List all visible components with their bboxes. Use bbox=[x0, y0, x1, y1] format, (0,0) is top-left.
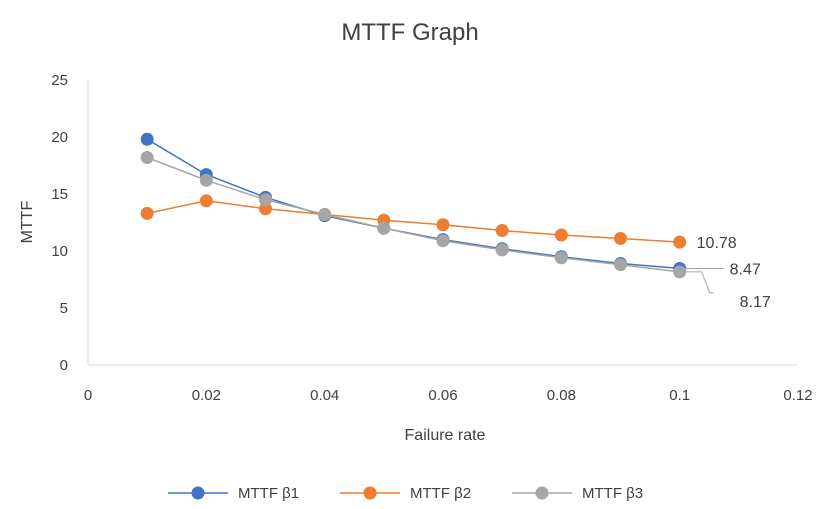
legend-item: MTTF β2 bbox=[340, 485, 471, 502]
data-label: 8.47 bbox=[730, 261, 761, 278]
y-tick-label: 15 bbox=[51, 186, 68, 203]
data-label-leader bbox=[679, 271, 714, 294]
data-point bbox=[318, 208, 332, 222]
legend-item: MTTF β3 bbox=[512, 485, 643, 502]
x-tick-label: 0.06 bbox=[428, 387, 457, 404]
series-3 bbox=[140, 151, 687, 279]
series-line bbox=[147, 200, 680, 243]
legend-label: MTTF β1 bbox=[238, 485, 299, 502]
legend-marker bbox=[535, 486, 549, 500]
series-1 bbox=[140, 132, 687, 275]
y-tick-label: 25 bbox=[51, 72, 68, 89]
data-point bbox=[495, 223, 509, 237]
plot-area: 10.78 8.47 8.17 bbox=[140, 132, 771, 311]
data-point bbox=[673, 235, 687, 249]
legend-label: MTTF β2 bbox=[410, 485, 471, 502]
data-point bbox=[140, 206, 154, 220]
axes: 0 0.02 0.04 0.06 0.08 0.1 0.12 0 5 10 15 20 25 bbox=[51, 72, 812, 404]
legend-marker bbox=[363, 486, 377, 500]
x-tick-label: 0.04 bbox=[310, 387, 339, 404]
data-point bbox=[554, 251, 568, 265]
data-point bbox=[259, 193, 272, 207]
data-point bbox=[140, 151, 154, 165]
legend-item: MTTF β1 bbox=[168, 485, 299, 502]
data-label: 8.17 bbox=[740, 294, 771, 311]
y-axis-label: MTTF bbox=[19, 200, 36, 243]
x-tick-label: 0.1 bbox=[669, 387, 690, 404]
y-tick-label: 5 bbox=[60, 300, 68, 317]
x-axis-label: Failure rate bbox=[405, 427, 486, 444]
data-point bbox=[199, 173, 213, 187]
data-label: 10.78 bbox=[697, 235, 737, 252]
data-point bbox=[554, 228, 568, 242]
data-point bbox=[436, 234, 450, 248]
x-tick-label: 0.12 bbox=[783, 387, 812, 404]
legend-marker bbox=[191, 486, 205, 500]
data-point bbox=[140, 132, 154, 146]
y-tick-label: 20 bbox=[51, 129, 68, 146]
data-point bbox=[199, 194, 213, 208]
legend: MTTF β1 MTTF β2 MTTF β3 bbox=[168, 485, 643, 502]
x-tick-label: 0.02 bbox=[192, 387, 221, 404]
y-tick-label: 0 bbox=[60, 357, 68, 374]
data-point bbox=[259, 202, 272, 216]
data-point bbox=[614, 231, 627, 245]
data-point bbox=[436, 218, 450, 232]
data-point bbox=[377, 221, 391, 235]
data-point bbox=[495, 243, 509, 257]
y-tick-label: 10 bbox=[51, 243, 68, 260]
legend-label: MTTF β3 bbox=[582, 485, 643, 502]
x-tick-label: 0.08 bbox=[547, 387, 576, 404]
series-line bbox=[146, 156, 680, 273]
chart-title: MTTF Graph bbox=[341, 19, 478, 46]
series-2 bbox=[140, 194, 687, 249]
x-tick-label: 0 bbox=[84, 387, 92, 404]
data-point bbox=[614, 258, 627, 272]
